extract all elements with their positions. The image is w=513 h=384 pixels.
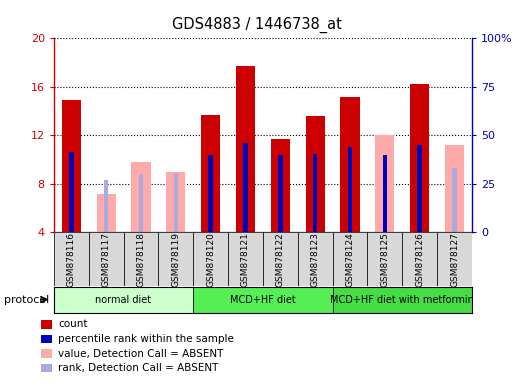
Bar: [437, 232, 472, 286]
Bar: [104, 180, 108, 232]
Bar: [348, 147, 352, 232]
Text: normal diet: normal diet: [95, 295, 152, 305]
Bar: [271, 139, 290, 232]
Bar: [62, 100, 81, 232]
Text: GSM878119: GSM878119: [171, 232, 180, 287]
Bar: [201, 115, 220, 232]
Bar: [278, 155, 283, 232]
Bar: [376, 136, 394, 232]
Bar: [208, 155, 213, 232]
Bar: [124, 232, 159, 286]
Bar: [139, 174, 143, 232]
Text: value, Detection Call = ABSENT: value, Detection Call = ABSENT: [58, 349, 224, 359]
Text: GSM878127: GSM878127: [450, 232, 459, 286]
Text: GSM878125: GSM878125: [380, 232, 389, 286]
Text: GSM878118: GSM878118: [136, 232, 146, 287]
Bar: [96, 194, 116, 232]
Bar: [332, 287, 472, 313]
Text: percentile rank within the sample: percentile rank within the sample: [58, 334, 234, 344]
Text: GSM878117: GSM878117: [102, 232, 111, 287]
Text: GSM878123: GSM878123: [311, 232, 320, 286]
Text: GSM878122: GSM878122: [276, 232, 285, 286]
Text: MCD+HF diet with metformin: MCD+HF diet with metformin: [330, 295, 474, 305]
Bar: [54, 287, 193, 313]
Bar: [166, 172, 185, 232]
Bar: [418, 145, 422, 232]
Text: rank, Detection Call = ABSENT: rank, Detection Call = ABSENT: [58, 363, 219, 373]
Text: GSM878116: GSM878116: [67, 232, 76, 287]
Bar: [341, 97, 360, 232]
Bar: [452, 168, 457, 232]
Bar: [332, 232, 367, 286]
Bar: [445, 145, 464, 232]
Bar: [228, 232, 263, 286]
Bar: [54, 232, 89, 286]
Text: GDS4883 / 1446738_at: GDS4883 / 1446738_at: [171, 17, 342, 33]
Bar: [243, 142, 248, 232]
Bar: [159, 232, 193, 286]
Bar: [193, 232, 228, 286]
Text: protocol: protocol: [4, 295, 49, 305]
Bar: [313, 154, 318, 232]
Bar: [402, 232, 437, 286]
Bar: [383, 155, 387, 232]
Text: GSM878121: GSM878121: [241, 232, 250, 286]
Bar: [69, 152, 73, 232]
Bar: [193, 287, 332, 313]
Bar: [367, 232, 402, 286]
Bar: [306, 116, 325, 232]
Text: MCD+HF diet: MCD+HF diet: [230, 295, 296, 305]
Text: GSM878124: GSM878124: [346, 232, 354, 286]
Bar: [89, 232, 124, 286]
Bar: [173, 173, 178, 232]
Text: GSM878120: GSM878120: [206, 232, 215, 286]
Text: count: count: [58, 319, 88, 329]
Text: GSM878126: GSM878126: [415, 232, 424, 286]
Bar: [131, 162, 150, 232]
Bar: [410, 84, 429, 232]
Bar: [298, 232, 332, 286]
Bar: [263, 232, 298, 286]
Bar: [236, 66, 255, 232]
